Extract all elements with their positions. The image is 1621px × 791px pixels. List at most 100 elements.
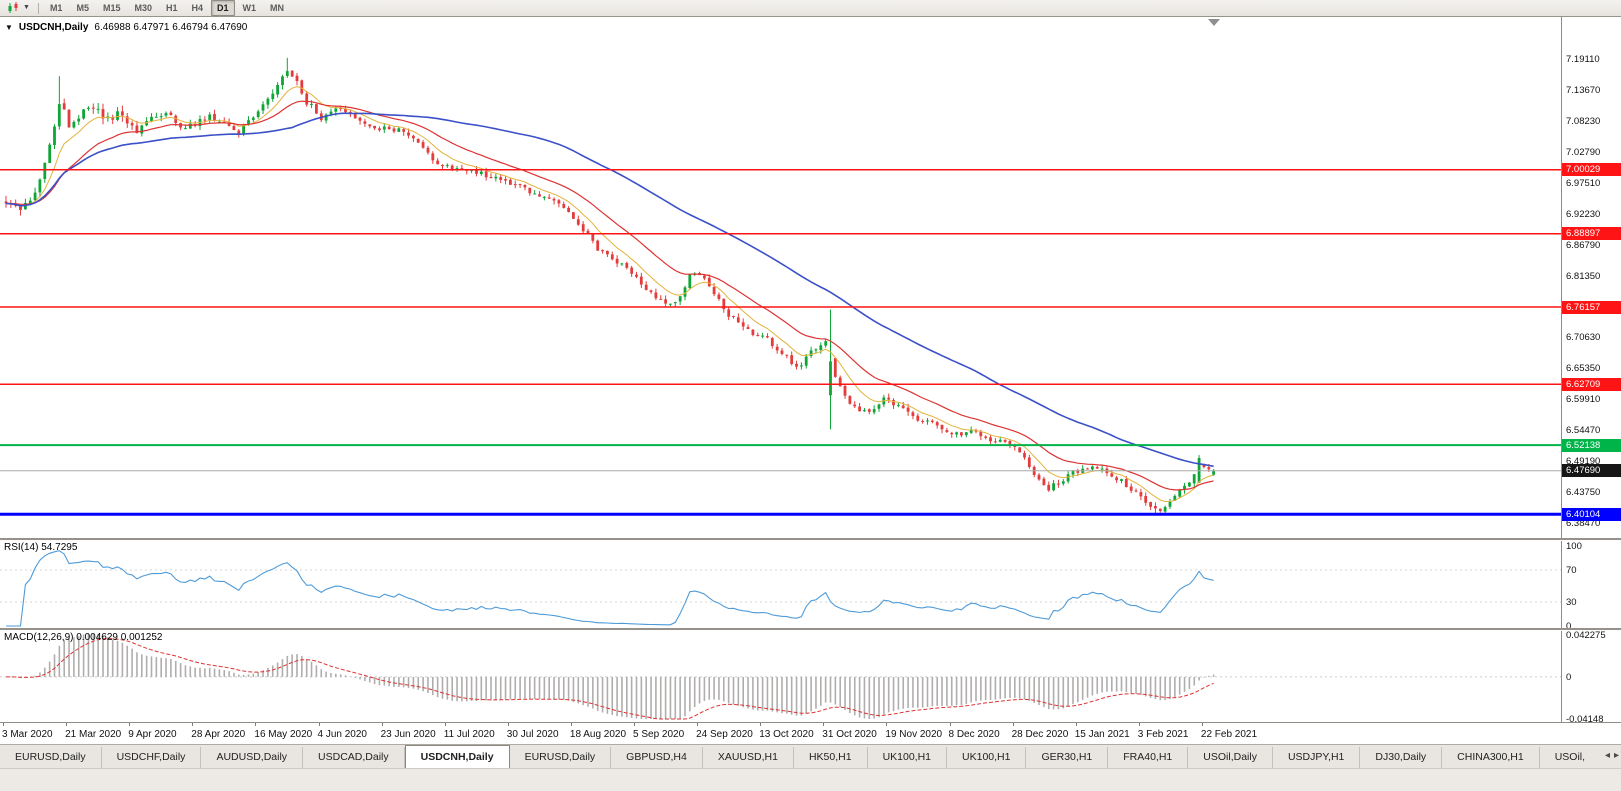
time-axis-tick [255,723,257,726]
time-axis-label: 30 Jul 2020 [506,729,559,740]
toolbar-separator [37,2,39,14]
time-axis-tick [697,723,699,726]
time-axis-label: 21 Mar 2020 [65,729,122,740]
time-axis-label: 13 Oct 2020 [759,729,814,740]
level-price-badge: 6.40104 [1562,507,1621,521]
level-price-badge: 6.88897 [1562,227,1621,241]
price-axis-label: 6.81350 [1566,270,1601,282]
rsi-canvas [0,550,1561,627]
tab-scroll-arrows: ◂ ▸ [1605,750,1619,761]
price-axis-label: 7.08230 [1566,115,1601,127]
symbol-tab[interactable]: UK100,H1 [947,747,1027,768]
symbol-tab[interactable]: XAUUSD,H1 [702,747,794,768]
price-chart-canvas[interactable] [0,17,1561,538]
time-axis-tick [381,723,383,726]
rsi-axis-label: 30 [1566,597,1577,608]
period-button-d1[interactable]: D1 [211,0,235,16]
symbol-tab[interactable]: DJ30,Daily [1360,747,1443,768]
price-axis-label: 6.97510 [1566,177,1601,189]
symbol-tab[interactable]: CHINA300,H1 [1442,747,1540,768]
symbol-tab[interactable]: HK50,H1 [793,747,868,768]
ma-slow-line [5,112,1214,468]
period-button-m1[interactable]: M1 [49,3,63,13]
symbol-tab[interactable]: USDCHF,Daily [101,747,202,768]
time-axis-label: 31 Oct 2020 [822,729,877,740]
time-axis-label: 11 Jul 2020 [443,729,495,740]
symbol-tab[interactable]: GBPUSD,H4 [611,747,703,768]
period-button-h4[interactable]: H4 [191,3,204,13]
time-axis-tick [823,723,825,726]
symbol-tab[interactable]: GER30,H1 [1026,747,1109,768]
time-axis-tick [129,723,131,726]
time-axis[interactable]: 3 Mar 2020 21 Mar 2020 9 Apr 2020 28 Apr 20… [0,722,1621,744]
chart-legend: ▼ USDCNH,Daily 6.46988 6.47971 6.46794 6… [5,22,247,33]
symbol-tab[interactable]: EURUSD,Daily [0,747,102,768]
macd-histogram [10,634,1215,719]
symbol-tab[interactable]: USOil, [1539,747,1596,768]
period-button-group: M1 M5 M15 M30 H1 H4 D1 W1 MN [44,0,290,16]
panel-separator[interactable] [0,538,1621,540]
price-axis-label: 6.38470 [1566,518,1601,529]
rsi-axis-label: 70 [1566,565,1577,576]
time-axis-label: 22 Feb 2021 [1200,729,1258,740]
price-axis-label: 7.02790 [1566,146,1601,158]
chart-type-dropdown[interactable]: ▼ [3,1,33,15]
macd-label: MACD(12,26,9) 0.004629 0.001252 [4,632,163,643]
panel-separator[interactable] [0,628,1621,630]
time-axis-tick [760,723,762,726]
candlestick-chart-icon [8,2,18,13]
candlestick-series [4,57,1215,515]
rsi-axis: 100 70 30 0 [1561,540,1621,628]
chart-shift-marker[interactable] [1208,19,1220,26]
period-button-mn[interactable]: MN [270,3,285,13]
symbol-tab[interactable]: FRA40,H1 [1108,747,1189,768]
legend-symbol: USDCNH,Daily [18,22,89,33]
symbol-tab[interactable]: EURUSD,Daily [509,747,612,768]
price-axis-label: 6.70630 [1566,332,1601,344]
price-axis[interactable]: 7.19110 7.13670 7.08230 7.02790 6.97510 6.922… [1561,17,1621,538]
time-axis-tick [192,723,194,726]
time-axis-tick [1201,723,1203,726]
level-price-badge: 6.76157 [1562,300,1621,314]
time-axis-tick [570,723,572,726]
symbol-tab[interactable]: USDCAD,Daily [303,747,405,768]
time-axis-label: 5 Sep 2020 [633,729,685,740]
time-axis-label: 28 Dec 2020 [1011,729,1069,740]
time-axis-label: 8 Dec 2020 [948,729,1000,740]
period-button-w1[interactable]: W1 [242,3,257,13]
time-axis-tick [886,723,888,726]
symbol-tab[interactable]: AUDUSD,Daily [201,747,304,768]
macd-axis-label: 0 [1566,671,1572,683]
tab-scroll-left-icon[interactable]: ◂ [1604,750,1610,761]
rsi-label: RSI(14) 54.7295 [4,542,78,553]
price-axis-label: 7.13670 [1566,84,1601,96]
macd-panel: MACD(12,26,9) 0.004629 0.001252 [0,630,1561,722]
time-axis-tick [66,723,68,726]
time-axis-label: 18 Aug 2020 [569,729,627,740]
macd-axis: 0.042275 0 -0.04148 [1561,630,1621,722]
time-axis-label: 15 Jan 2021 [1074,729,1130,740]
timeframe-toolbar: ▼ M1 M5 M15 M30 H1 H4 D1 W1 MN [0,0,1621,17]
symbol-tab[interactable]: USDJPY,H1 [1272,747,1361,768]
ma-mid-line [5,100,1214,491]
time-axis-tick [3,723,4,726]
period-button-m15[interactable]: M15 [102,3,121,13]
time-axis-tick [949,723,951,726]
chart-tabs: EURUSD,Daily USDCHF,Daily AUDUSD,Daily USDC… [0,745,1596,768]
one-click-trading-toggle[interactable]: ▼ [5,22,13,32]
period-button-h1[interactable]: H1 [166,3,178,13]
period-button-m30[interactable]: M30 [134,3,152,13]
rsi-panel: RSI(14) 54.7295 [0,540,1561,628]
price-axis-label: 6.59910 [1566,394,1601,406]
symbol-tab[interactable]: USDCNH,Daily [404,745,510,768]
symbol-tab[interactable]: UK100,H1 [867,747,948,768]
time-axis-tick [318,723,320,726]
macd-canvas [0,634,1561,720]
time-axis-label: 24 Sep 2020 [696,729,753,740]
time-axis-tick [634,723,635,726]
period-button-m5[interactable]: M5 [76,3,89,13]
chevron-down-icon: ▼ [23,4,30,11]
symbol-tab[interactable]: USOil,Daily [1188,747,1273,768]
price-axis-label: 6.92230 [1566,208,1601,220]
tab-scroll-right-icon[interactable]: ▸ [1613,750,1619,761]
